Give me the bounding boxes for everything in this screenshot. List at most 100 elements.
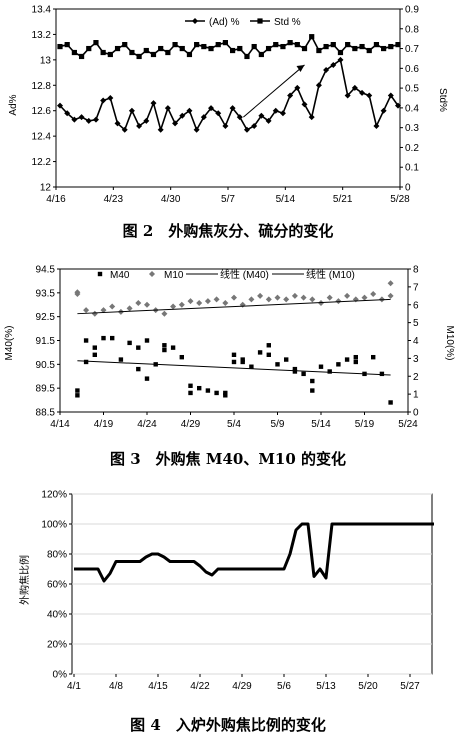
data-point xyxy=(240,359,245,365)
legend-marker-std xyxy=(257,18,263,24)
legend-marker-ad xyxy=(192,18,198,24)
data-point xyxy=(229,47,236,54)
x-tick-label: 4/29 xyxy=(232,681,252,692)
data-point xyxy=(387,280,394,287)
data-point xyxy=(208,45,214,52)
data-point xyxy=(162,347,167,353)
data-point xyxy=(231,352,237,357)
data-point xyxy=(186,51,193,58)
data-point xyxy=(300,294,307,301)
legend-label-trend-m10: 线性 (M10) xyxy=(306,268,355,281)
data-point xyxy=(258,112,265,119)
x-tick-label: 5/21 xyxy=(333,194,353,205)
data-point xyxy=(326,294,333,301)
data-point xyxy=(231,294,237,301)
data-point xyxy=(91,310,98,317)
data-point xyxy=(222,122,229,129)
data-point xyxy=(186,107,193,114)
data-point xyxy=(107,51,113,58)
data-point xyxy=(83,338,89,343)
data-point xyxy=(136,345,141,350)
y-tick-label: 12.4 xyxy=(32,132,52,143)
data-point xyxy=(323,67,330,74)
data-point xyxy=(373,122,380,129)
x-tick-label: 5/9 xyxy=(271,419,285,430)
x-tick-label: 5/27 xyxy=(400,681,420,692)
legend-label-ad: (Ad) % xyxy=(209,17,240,28)
x-tick-label: 4/19 xyxy=(94,419,114,430)
data-point xyxy=(231,359,237,365)
data-point xyxy=(179,45,185,52)
figure-caption-2: 图 2 外购焦灰分、硫分的变化 xyxy=(123,222,334,240)
data-point xyxy=(280,43,286,50)
data-point xyxy=(213,296,220,303)
y-tick-label: 92.5 xyxy=(36,312,56,323)
y2-tick-label: 4 xyxy=(413,336,419,347)
data-point xyxy=(359,89,366,96)
y-tick-label: 12 xyxy=(40,183,52,194)
data-point xyxy=(215,110,222,117)
series-line xyxy=(59,58,399,133)
y-tick-label: 88.5 xyxy=(36,408,56,419)
data-point xyxy=(92,352,97,357)
data-point xyxy=(223,390,228,396)
data-point xyxy=(64,42,70,48)
series-line xyxy=(74,522,434,583)
data-point xyxy=(309,34,315,40)
chart3-plot: 0% 20% 40% 60% 80% 100% 120% 4/1 4/8 4/15 4/22 4/29… xyxy=(41,490,434,692)
data-point xyxy=(265,296,272,303)
y2-tick-label: 0.9 xyxy=(405,5,419,16)
data-point xyxy=(249,364,254,369)
data-point xyxy=(165,49,171,56)
legend-marker-m10 xyxy=(149,271,155,277)
data-point xyxy=(287,92,294,99)
data-point xyxy=(237,45,243,52)
data-point xyxy=(336,362,341,367)
data-point xyxy=(75,388,80,393)
y-tick-label: 12.6 xyxy=(32,106,52,117)
y2-tick-label: 0.6 xyxy=(405,64,419,75)
data-point xyxy=(273,42,279,48)
legend-label-std: Std % xyxy=(274,17,301,28)
y-tick-label: 89.5 xyxy=(36,384,56,395)
data-point xyxy=(85,117,92,124)
x-tick-label: 4/14 xyxy=(50,419,70,430)
data-point xyxy=(208,105,215,112)
data-point xyxy=(100,307,107,314)
data-point xyxy=(114,45,121,52)
data-point xyxy=(162,343,167,348)
data-point xyxy=(78,114,85,121)
data-point xyxy=(316,47,322,54)
chart-m40-m10: M40(%) M10(%) 88.5 89.5 90.5 91.5 92.5 93.5 94… xyxy=(4,265,455,469)
data-point xyxy=(395,42,401,48)
y2-tick-label: 5 xyxy=(413,318,419,329)
data-point xyxy=(387,292,394,299)
data-point xyxy=(310,378,315,384)
y-axis-label-right: Std% xyxy=(437,88,448,112)
plot-frame xyxy=(59,268,409,413)
data-point xyxy=(164,105,171,112)
y-tick-label: 94.5 xyxy=(36,265,56,276)
chart-purchased-coke-ratio: 外购焦比例 0% 20% 40% 60% 80% 100% 120% 4/1 4/8 4/15 4/… xyxy=(18,490,434,734)
data-point xyxy=(101,335,106,341)
x-tick-label: 5/24 xyxy=(398,419,418,430)
data-point xyxy=(107,95,114,101)
data-point xyxy=(337,56,344,63)
data-point xyxy=(57,43,63,50)
y2-tick-label: 8 xyxy=(413,265,419,276)
data-point xyxy=(150,51,157,58)
data-point xyxy=(78,53,85,60)
data-point xyxy=(57,102,63,109)
chart2-plot: 88.5 89.5 90.5 91.5 92.5 93.5 94.5 0 1 2 3 4 5 6 7 8 4/1… xyxy=(36,265,419,431)
data-point xyxy=(243,126,250,133)
data-point xyxy=(74,289,81,296)
data-point xyxy=(309,296,316,303)
legend: M40 M10 线性 (M40) 线性 (M10) xyxy=(97,268,355,281)
y-tick-label: 60% xyxy=(47,580,67,591)
data-point xyxy=(143,117,150,124)
x-tick-label: 5/13 xyxy=(316,681,336,692)
data-point xyxy=(222,299,229,306)
data-point xyxy=(92,116,99,123)
x-tick-label: 4/30 xyxy=(161,194,181,205)
data-point xyxy=(222,40,229,46)
